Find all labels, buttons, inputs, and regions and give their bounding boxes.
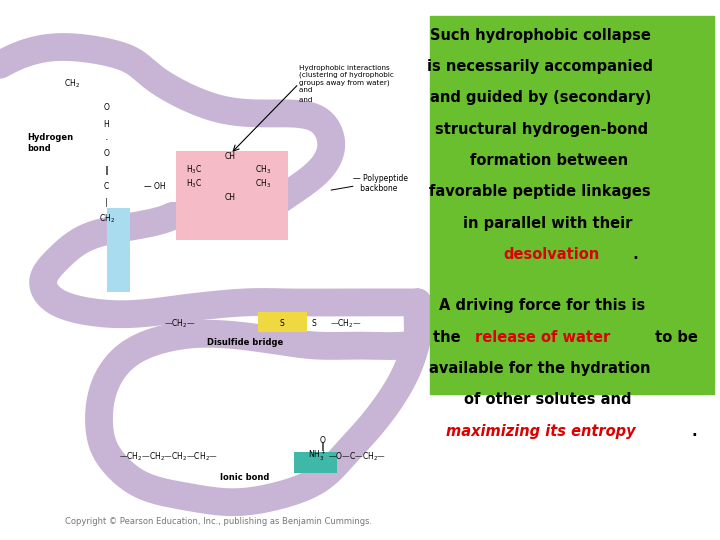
Text: Hydrophobic interactions
(clustering of hydrophobic
groups away from water)
and: Hydrophobic interactions (clustering of … <box>299 65 394 93</box>
Text: O: O <box>104 104 109 112</box>
Text: — OH: — OH <box>144 182 166 191</box>
Text: in parallel with their: in parallel with their <box>463 215 632 231</box>
Text: $\mathregular{CH_2}$: $\mathregular{CH_2}$ <box>64 77 80 90</box>
Text: ‖: ‖ <box>104 166 109 174</box>
Text: — Polypeptide
   backbone: — Polypeptide backbone <box>353 174 408 193</box>
Text: A driving force for this is: A driving force for this is <box>439 299 646 313</box>
Text: maximizing its entropy: maximizing its entropy <box>446 424 636 438</box>
Text: C: C <box>104 182 109 191</box>
Text: S: S <box>312 320 316 328</box>
Text: H: H <box>104 120 109 129</box>
Text: O: O <box>320 436 325 444</box>
Text: |: | <box>105 198 108 207</box>
Text: O: O <box>104 150 109 158</box>
Text: .: . <box>691 424 697 438</box>
Text: Copyright © Pearson Education, Inc., publishing as Benjamin Cummings.: Copyright © Pearson Education, Inc., pub… <box>65 517 372 526</box>
Text: $\mathregular{NH_3^+}$: $\mathregular{NH_3^+}$ <box>307 449 326 463</box>
Text: $\mathregular{— CH_2 —}$: $\mathregular{— CH_2 —}$ <box>330 318 361 330</box>
Text: .: . <box>628 247 639 262</box>
Text: $\mathregular{CH_2}$: $\mathregular{CH_2}$ <box>99 212 114 225</box>
Text: formation between: formation between <box>470 153 629 168</box>
Text: $\mathregular{—O—C— CH_2—}$: $\mathregular{—O—C— CH_2—}$ <box>328 450 386 463</box>
Bar <box>430 16 714 394</box>
Text: $\mathregular{—CH_2—CH_2—CH_2— CH_2—}$: $\mathregular{—CH_2—CH_2—CH_2— CH_2—}$ <box>119 450 217 463</box>
Text: S: S <box>280 320 284 328</box>
Text: CH: CH <box>225 152 236 161</box>
Text: the: the <box>433 330 466 345</box>
Text: $\mathregular{H_3C}$: $\mathregular{H_3C}$ <box>186 177 202 190</box>
Text: desolvation: desolvation <box>503 247 600 262</box>
Text: Hydrogen
bond: Hydrogen bond <box>27 133 73 153</box>
Text: of other solutes and: of other solutes and <box>464 393 632 407</box>
Bar <box>294 452 337 472</box>
Text: structural hydrogen-bond: structural hydrogen-bond <box>435 122 648 137</box>
Bar <box>176 151 288 240</box>
Text: to be: to be <box>650 330 698 345</box>
Bar <box>107 208 130 292</box>
Bar <box>258 312 307 332</box>
Text: $\mathregular{H_3C}$: $\mathregular{H_3C}$ <box>186 164 202 177</box>
Text: Ionic bond: Ionic bond <box>220 474 269 482</box>
Text: and: and <box>299 97 315 103</box>
Text: and guided by (secondary): and guided by (secondary) <box>430 90 651 105</box>
Text: ‖: ‖ <box>320 442 325 450</box>
Text: Such hydrophobic collapse: Such hydrophobic collapse <box>430 28 651 43</box>
Text: Disulfide bridge: Disulfide bridge <box>207 339 283 347</box>
Text: favorable peptide linkages: favorable peptide linkages <box>429 184 651 199</box>
Text: $\mathregular{CH_3}$: $\mathregular{CH_3}$ <box>255 177 271 190</box>
Text: is necessarily accompanied: is necessarily accompanied <box>426 59 652 74</box>
Text: available for the hydration: available for the hydration <box>430 361 651 376</box>
Text: CH: CH <box>225 193 236 201</box>
Text: ·: · <box>104 136 109 145</box>
Text: release of water: release of water <box>475 330 611 345</box>
Text: $\mathregular{CH_3}$: $\mathregular{CH_3}$ <box>255 164 271 177</box>
Text: $\mathregular{— CH_2 —}$: $\mathregular{— CH_2 —}$ <box>164 318 196 330</box>
